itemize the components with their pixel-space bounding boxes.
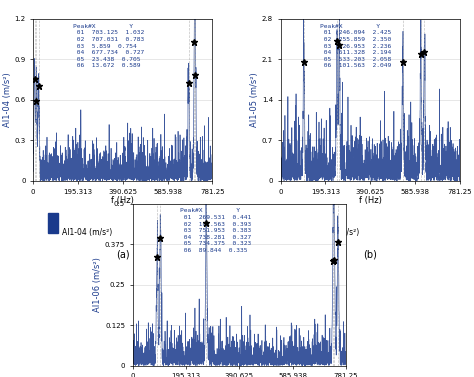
Y-axis label: AI1-05 (m/s²): AI1-05 (m/s²) (250, 72, 259, 127)
Text: Peak#X         Y
 01  703.125  1.032
 02  707.031  0.783
 03  5.859  0.754
 04  : Peak#X Y 01 703.125 1.032 02 707.031 0.7… (73, 24, 144, 75)
Bar (295, 213, 306, 233)
Y-axis label: AI1-04 (m/s²): AI1-04 (m/s²) (2, 72, 11, 127)
Text: Peak#X         Y
 01  269.531  0.441
 02  101.563  0.393
 03  751.953  0.383
 04: Peak#X Y 01 269.531 0.441 02 101.563 0.3… (180, 208, 251, 260)
Text: AI1-05 (m/s²): AI1-05 (m/s²) (309, 228, 359, 237)
Text: Peak#X         Y
 01  246.094  2.425
 02  255.859  2.350
 03  626.953  2.236
 04: Peak#X Y 01 246.094 2.425 02 255.859 2.3… (320, 24, 391, 75)
Text: (b): (b) (363, 249, 377, 259)
Bar (47, 213, 58, 233)
Text: AI1-04 (m/s²): AI1-04 (m/s²) (62, 228, 112, 237)
X-axis label: f (Hz): f (Hz) (111, 196, 134, 205)
Y-axis label: AI1-06 (m/s²): AI1-06 (m/s²) (93, 257, 102, 312)
X-axis label: f (Hz): f (Hz) (359, 196, 382, 205)
Text: (a): (a) (116, 249, 129, 259)
